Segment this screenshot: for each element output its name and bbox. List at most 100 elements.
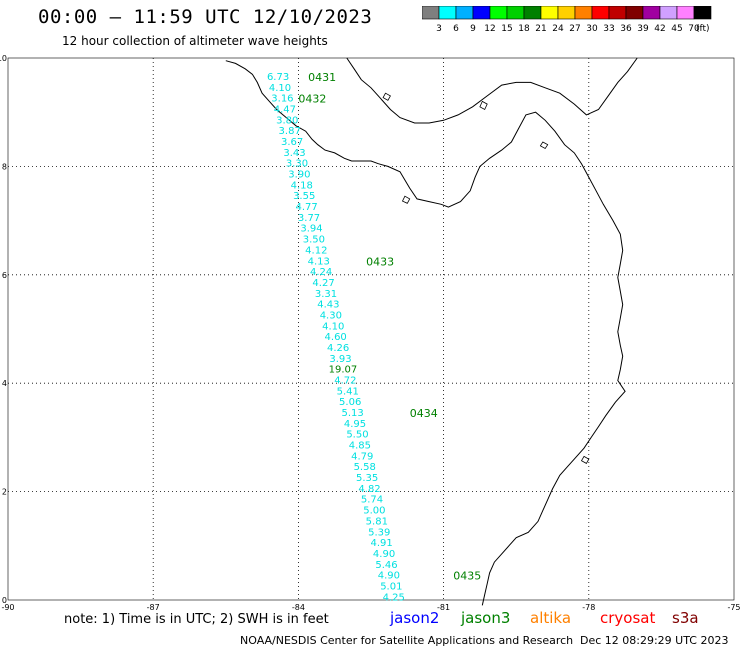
wave-height-label: 5.46 bbox=[375, 560, 397, 571]
wave-height-label: 4.72 bbox=[334, 375, 356, 386]
legend-label: 33 bbox=[603, 24, 614, 34]
wave-height-label: 3.87 bbox=[279, 126, 301, 137]
pass-time-label: 0432 bbox=[298, 93, 326, 106]
wave-height-label: 5.58 bbox=[354, 462, 376, 473]
wave-height-label: 4.18 bbox=[291, 180, 313, 191]
page-title: 00:00 – 11:59 UTC 12/10/2023 bbox=[38, 6, 373, 28]
page-subtitle: 12 hour collection of altimeter wave hei… bbox=[62, 34, 328, 48]
wave-height-label: 4.60 bbox=[325, 332, 347, 343]
map-frame bbox=[7, 57, 735, 601]
graticule bbox=[8, 58, 734, 600]
wave-height-label: 4.12 bbox=[305, 245, 327, 256]
wave-height-label: 4.77 bbox=[295, 202, 317, 213]
legend-label: 9 bbox=[470, 24, 476, 34]
wave-height-label: 5.39 bbox=[368, 527, 390, 538]
wave-height-label: 3.16 bbox=[271, 94, 293, 105]
lat-tick-label: 6 bbox=[2, 271, 7, 280]
legend-label: 70 bbox=[688, 24, 700, 34]
wave-height-label: 3.30 bbox=[286, 159, 308, 170]
pass-time-label: 0433 bbox=[366, 255, 394, 268]
lat-tick-label: 0 bbox=[2, 596, 7, 605]
island-outline bbox=[382, 92, 391, 101]
wave-height-label: 4.85 bbox=[349, 441, 371, 452]
legend-label: 21 bbox=[535, 24, 546, 34]
wave-height-label: 4.47 bbox=[274, 104, 296, 115]
lon-tick-label: -90 bbox=[1, 603, 14, 612]
island-outline bbox=[401, 195, 411, 204]
legend-label: 6 bbox=[453, 24, 459, 34]
wave-height-label: 6.73 bbox=[267, 72, 289, 83]
island-outline bbox=[539, 141, 549, 150]
lat-tick-label: 4 bbox=[2, 379, 7, 388]
wave-height-label: 4.10 bbox=[269, 83, 291, 94]
island-outline bbox=[580, 455, 590, 464]
wave-height-label: 3.94 bbox=[300, 224, 322, 235]
wave-height-label: 5.81 bbox=[366, 516, 388, 527]
legend-label: 42 bbox=[654, 24, 665, 34]
mission-cryosat-label: cryosat bbox=[600, 609, 656, 627]
coastline bbox=[225, 60, 626, 606]
legend-label: 30 bbox=[586, 24, 598, 34]
wave-height-label: 3.31 bbox=[315, 289, 337, 300]
wave-height-label: 5.50 bbox=[346, 430, 368, 441]
legend-label: 45 bbox=[671, 24, 682, 34]
wave-height-label: 5.35 bbox=[356, 473, 378, 484]
footer-note: note: 1) Time is in UTC; 2) SWH is in fe… bbox=[64, 612, 329, 627]
pass-time-label: 0435 bbox=[453, 570, 481, 583]
wave-height-label: 3.77 bbox=[298, 213, 320, 224]
legend-label: 39 bbox=[637, 24, 649, 34]
legend-label: 36 bbox=[620, 24, 632, 34]
wave-height-label: 3.67 bbox=[281, 137, 303, 148]
lon-tick-label: -81 bbox=[437, 603, 450, 612]
wave-height-label: 4.10 bbox=[322, 321, 344, 332]
pass-time-label: 0434 bbox=[410, 407, 438, 420]
wave-height-label: 4.25 bbox=[383, 592, 405, 603]
legend-label: 18 bbox=[518, 24, 530, 34]
mission-s3a-label: s3a bbox=[672, 609, 699, 627]
color-legend: 3 6 9 12 15 18 21 24 27 30 33 36 39 42 45 70(ft) bbox=[422, 6, 712, 34]
generation-timestamp: Dec 12 08:29:29 UTC 2023 bbox=[580, 634, 729, 647]
lat-tick-label: 10 bbox=[0, 54, 7, 63]
wave-height-label: 3.93 bbox=[329, 354, 351, 365]
legend-label: 24 bbox=[552, 24, 564, 34]
lat-tick-label: 2 bbox=[2, 488, 7, 497]
coastline bbox=[346, 57, 638, 124]
wave-height-label: 3.90 bbox=[288, 170, 310, 181]
wave-height-label: 5.01 bbox=[380, 581, 402, 592]
mission-jason2-label: jason2 bbox=[390, 609, 440, 627]
mission-jason3-label: jason3 bbox=[461, 609, 511, 627]
wave-height-label: 4.26 bbox=[327, 343, 349, 354]
legend-unit: (ft) bbox=[696, 24, 710, 34]
wave-height-label: 5.13 bbox=[341, 408, 363, 419]
wave-height-label: 4.24 bbox=[310, 267, 332, 278]
wave-height-label: 3.80 bbox=[276, 115, 298, 126]
lon-tick-label: -75 bbox=[727, 603, 740, 612]
wave-height-label: 3.55 bbox=[293, 191, 315, 202]
legend-swatch bbox=[693, 6, 712, 20]
wave-height-label: 5.74 bbox=[361, 495, 383, 506]
mission-altika-label: altika bbox=[530, 609, 572, 627]
wave-height-label: 5.41 bbox=[337, 386, 359, 397]
wave-height-label: 4.90 bbox=[378, 571, 400, 582]
wave-height-label: 4.82 bbox=[358, 484, 380, 495]
island-outline bbox=[479, 100, 488, 111]
legend-label: 12 bbox=[484, 24, 495, 34]
lat-tick-label: 8 bbox=[2, 162, 7, 171]
legend-label: 27 bbox=[569, 24, 580, 34]
credit-text: NOAA/NESDIS Center for Satellite Applica… bbox=[240, 634, 574, 647]
lon-tick-label: -84 bbox=[292, 603, 305, 612]
wave-height-label: 5.06 bbox=[339, 397, 361, 408]
wave-height-label: 3.50 bbox=[303, 235, 325, 246]
wave-height-label: 4.90 bbox=[373, 549, 395, 560]
wave-height-label: 4.91 bbox=[371, 538, 393, 549]
wave-height-label: 3.43 bbox=[283, 148, 305, 159]
wave-height-label: 4.13 bbox=[308, 256, 330, 267]
wave-height-label: 4.43 bbox=[317, 300, 339, 311]
lon-tick-label: -78 bbox=[582, 603, 595, 612]
legend-label: 15 bbox=[501, 24, 512, 34]
wave-height-label: 5.00 bbox=[363, 506, 385, 517]
wave-height-label: 4.79 bbox=[351, 451, 373, 462]
wave-height-label: 19.07 bbox=[329, 365, 358, 376]
legend-label: 3 bbox=[436, 24, 442, 34]
